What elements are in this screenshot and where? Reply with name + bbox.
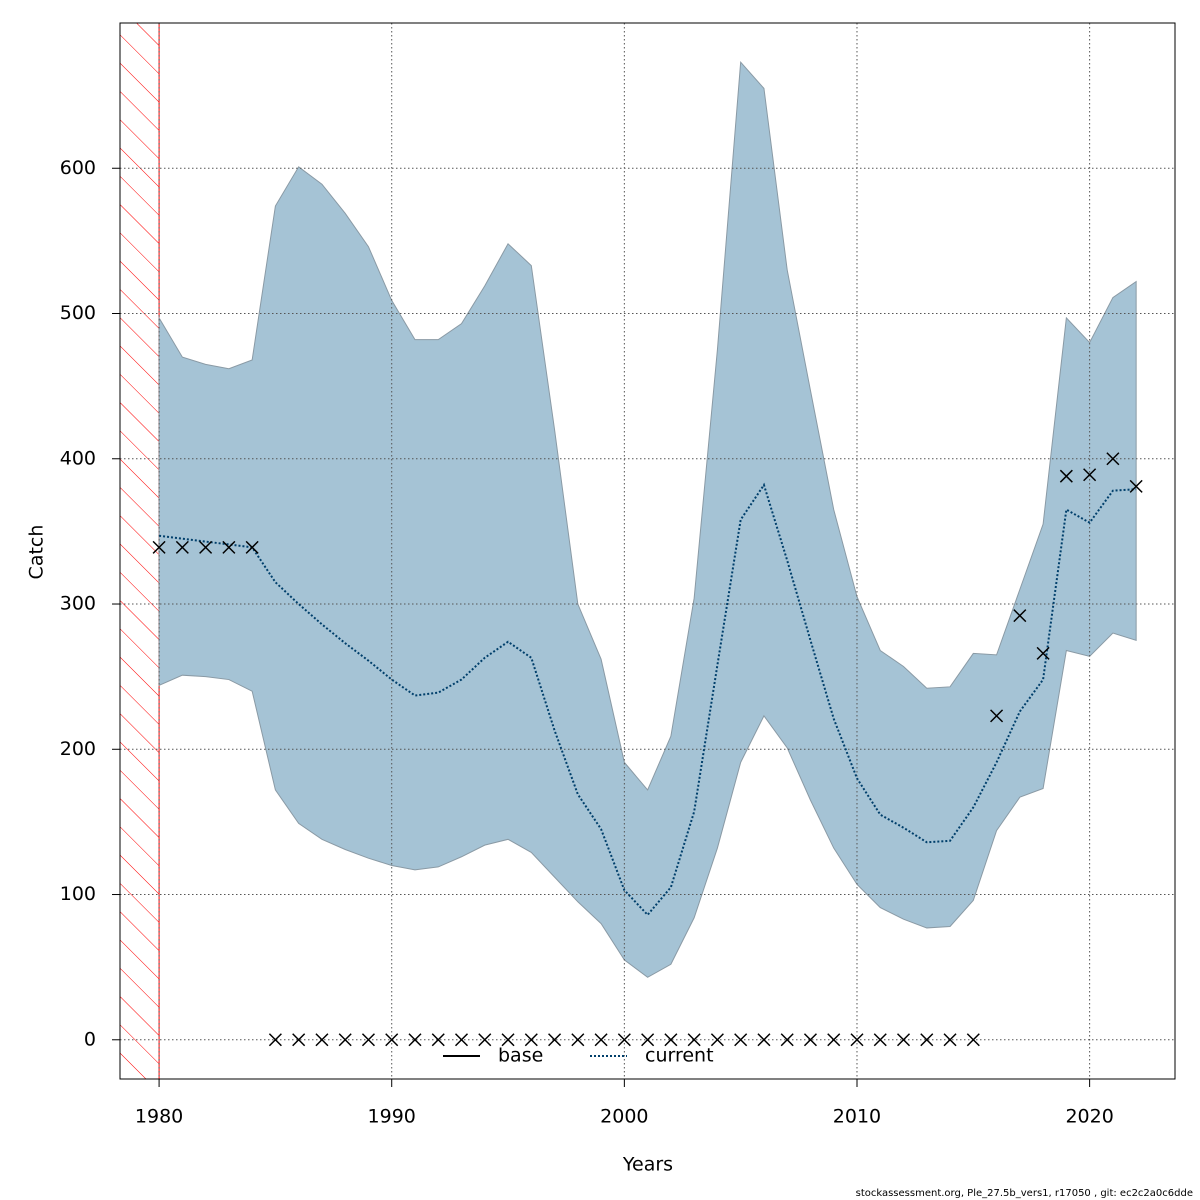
y-tick-label: 300 bbox=[60, 593, 96, 615]
confidence-band bbox=[158, 61, 1137, 978]
series-line bbox=[158, 482, 1137, 917]
observation-marker bbox=[990, 709, 1004, 723]
plot-area bbox=[120, 23, 1175, 1079]
observation-marker bbox=[687, 1033, 701, 1047]
y-tick-label: 600 bbox=[60, 157, 96, 179]
observation-marker bbox=[315, 1033, 329, 1047]
observation-marker bbox=[873, 1033, 887, 1047]
observation-marker bbox=[152, 540, 166, 554]
observation-marker bbox=[199, 540, 213, 554]
observation-marker bbox=[943, 1033, 957, 1047]
observation-marker bbox=[292, 1033, 306, 1047]
observation-marker bbox=[1129, 479, 1143, 493]
observation-marker bbox=[175, 540, 189, 554]
observation-marker bbox=[1059, 469, 1073, 483]
observation-marker bbox=[338, 1033, 352, 1047]
y-tick-label: 500 bbox=[60, 302, 96, 324]
y-axis-label: Catch bbox=[26, 525, 48, 580]
y-tick-label: 200 bbox=[60, 738, 96, 760]
observation-marker bbox=[1013, 609, 1027, 623]
observation-marker bbox=[222, 540, 236, 554]
observation-marker bbox=[478, 1033, 492, 1047]
observation-marker bbox=[664, 1033, 678, 1047]
observation-marker bbox=[245, 540, 259, 554]
y-tick-label: 100 bbox=[60, 883, 96, 905]
observation-marker bbox=[385, 1033, 399, 1047]
observation-marker bbox=[641, 1033, 655, 1047]
observation-marker bbox=[896, 1033, 911, 1047]
hatch-region bbox=[120, 23, 160, 1079]
observation-marker bbox=[780, 1033, 794, 1047]
y-tick-label: 400 bbox=[60, 447, 96, 469]
legend-label: base bbox=[498, 1045, 543, 1067]
observation-marker bbox=[617, 1033, 631, 1047]
y-tick-label: 0 bbox=[84, 1028, 96, 1050]
observation-marker bbox=[501, 1033, 515, 1047]
observation-marker bbox=[454, 1033, 469, 1047]
x-axis-label: Years bbox=[622, 1154, 673, 1176]
x-tick-label: 2020 bbox=[1065, 1106, 1113, 1128]
observation-marker bbox=[850, 1033, 864, 1047]
observation-marker bbox=[757, 1033, 771, 1047]
legend-label: current bbox=[645, 1045, 714, 1067]
observation-marker bbox=[920, 1033, 934, 1047]
observation-marker bbox=[734, 1033, 748, 1047]
x-tick-label: 1980 bbox=[135, 1106, 183, 1128]
observation-marker bbox=[1036, 646, 1050, 660]
footer: stockassessment.org, Ple_27.5b_vers1, r1… bbox=[856, 1188, 1193, 1199]
observation-marker bbox=[827, 1033, 841, 1047]
observation-marker bbox=[571, 1033, 585, 1047]
observation-marker bbox=[594, 1033, 608, 1047]
observation-marker bbox=[1106, 452, 1120, 466]
x-tick-label: 2000 bbox=[600, 1106, 648, 1128]
x-tick-label: 2010 bbox=[833, 1106, 881, 1128]
observation-marker bbox=[803, 1033, 817, 1047]
observation-marker bbox=[408, 1033, 422, 1047]
observation-marker bbox=[431, 1033, 445, 1047]
observation-marker bbox=[524, 1033, 538, 1047]
observation-marker bbox=[710, 1033, 724, 1047]
observation-marker bbox=[361, 1033, 375, 1047]
x-tick-label: 1990 bbox=[368, 1106, 416, 1128]
observation-marker bbox=[966, 1033, 980, 1047]
observation-marker bbox=[1083, 468, 1097, 482]
observation-marker bbox=[268, 1033, 282, 1047]
observation-marker bbox=[548, 1033, 562, 1047]
